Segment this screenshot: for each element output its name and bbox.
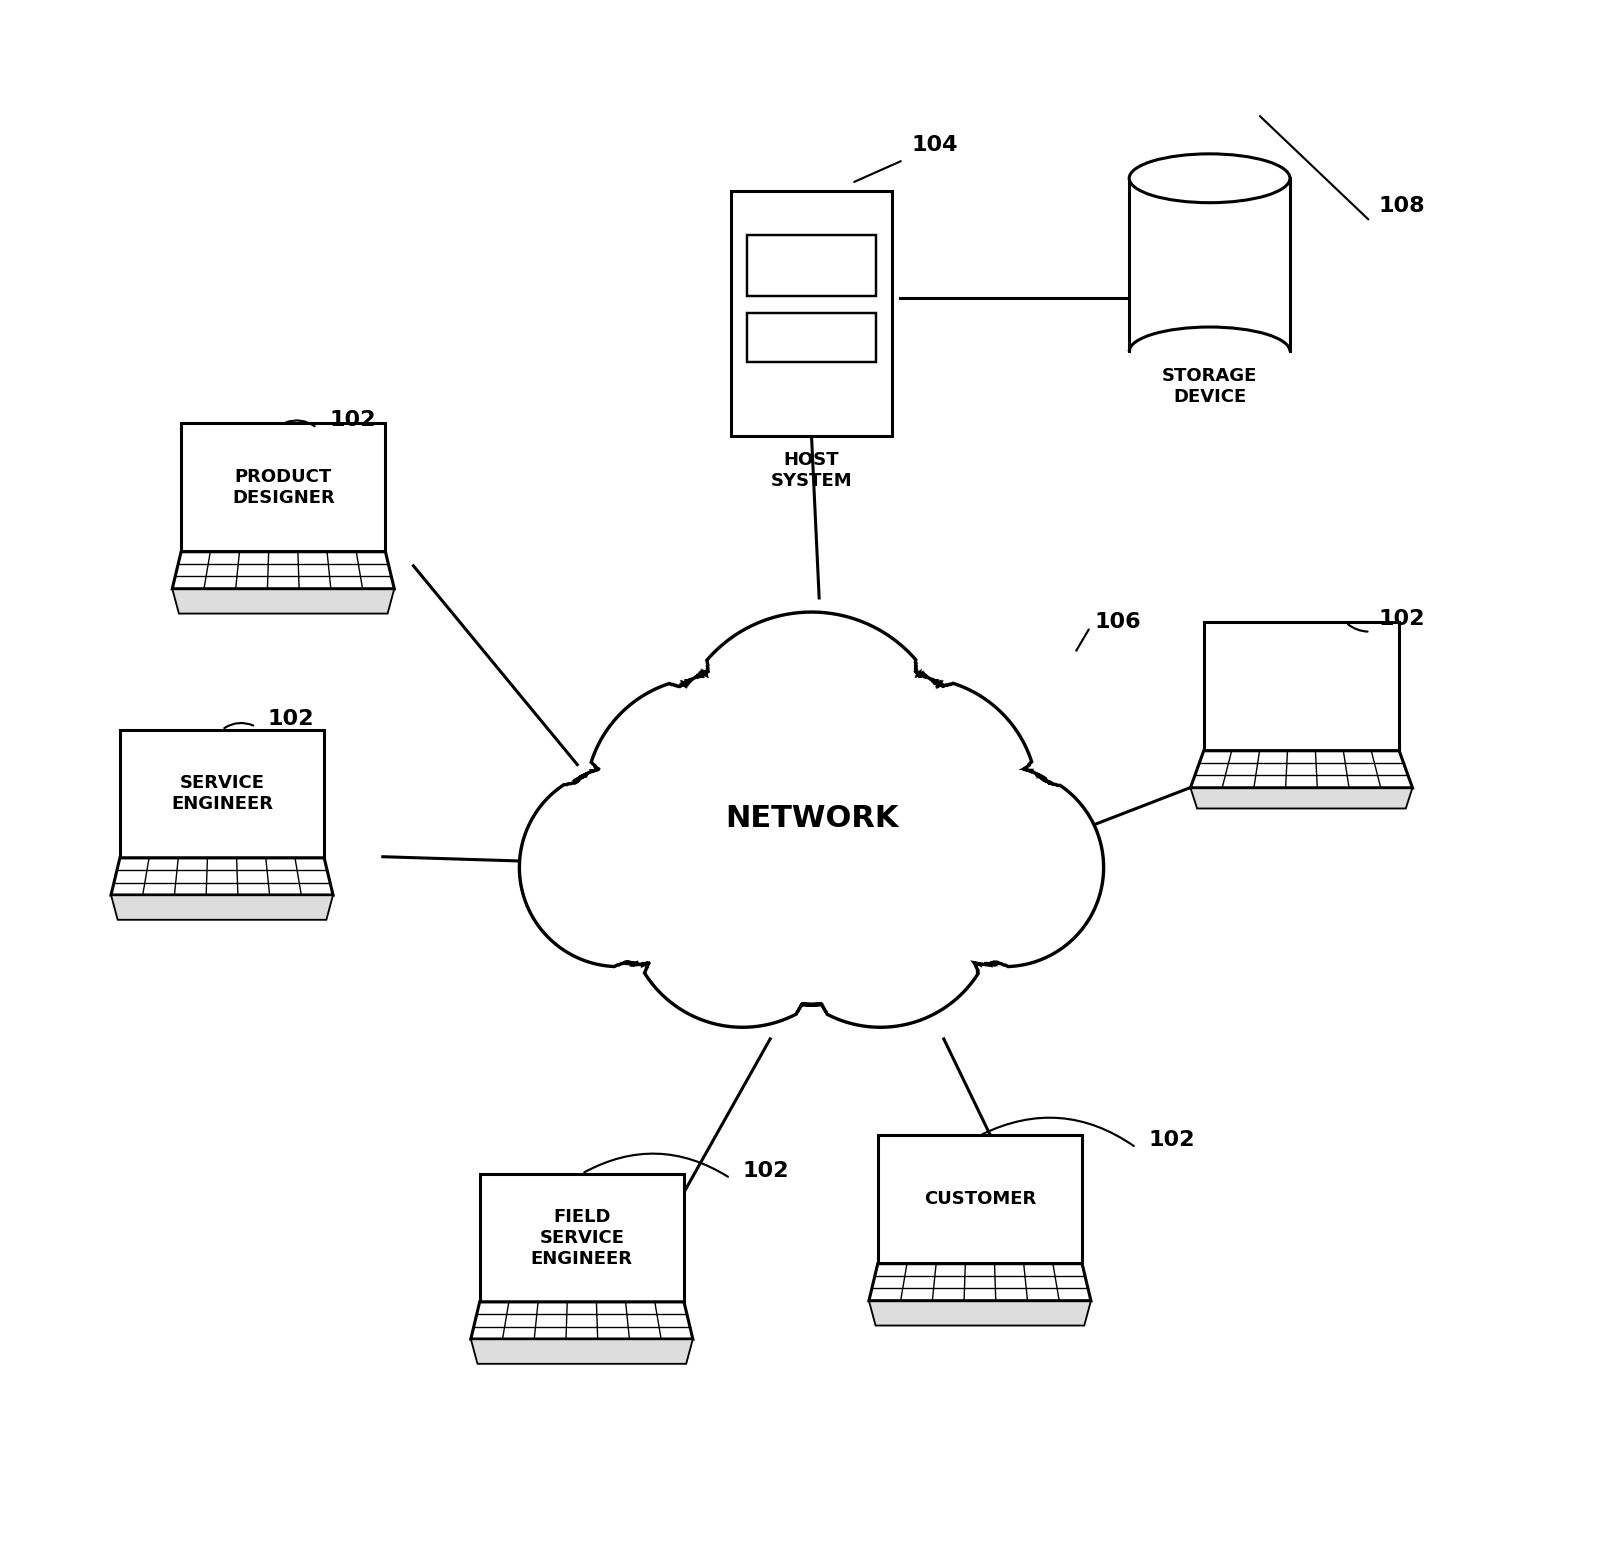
Polygon shape (172, 589, 394, 613)
Polygon shape (471, 1302, 693, 1340)
Polygon shape (747, 235, 876, 297)
Text: 102: 102 (743, 1160, 789, 1180)
Polygon shape (868, 1264, 1091, 1301)
Polygon shape (1190, 788, 1412, 808)
Polygon shape (878, 1136, 1083, 1264)
Polygon shape (730, 190, 893, 436)
Text: STORAGE
DEVICE: STORAGE DEVICE (1162, 366, 1258, 405)
Text: 106: 106 (1096, 612, 1141, 632)
Text: HOST
SYSTEM: HOST SYSTEM (771, 451, 852, 490)
Text: PRODUCT
DESIGNER: PRODUCT DESIGNER (232, 468, 334, 507)
Polygon shape (172, 552, 394, 589)
Text: 102: 102 (1378, 609, 1425, 629)
Text: CUSTOMER: CUSTOMER (923, 1191, 1035, 1208)
Polygon shape (110, 857, 333, 895)
Polygon shape (120, 729, 325, 857)
Polygon shape (747, 314, 876, 362)
Text: 104: 104 (911, 134, 958, 154)
Text: 108: 108 (1378, 196, 1425, 216)
Text: 102: 102 (268, 709, 315, 729)
Text: FIELD
SERVICE
ENGINEER: FIELD SERVICE ENGINEER (531, 1208, 633, 1267)
Text: 102: 102 (329, 411, 375, 431)
Text: SERVICE
ENGINEER: SERVICE ENGINEER (170, 774, 273, 813)
Ellipse shape (1130, 154, 1290, 202)
Polygon shape (868, 1301, 1091, 1326)
Polygon shape (1204, 623, 1399, 757)
Text: NETWORK: NETWORK (725, 803, 898, 833)
Polygon shape (1190, 751, 1412, 788)
Polygon shape (480, 1174, 683, 1302)
Polygon shape (182, 423, 385, 552)
Polygon shape (110, 895, 333, 919)
Polygon shape (471, 1340, 693, 1364)
Polygon shape (519, 612, 1104, 1027)
Text: 102: 102 (1149, 1129, 1195, 1149)
